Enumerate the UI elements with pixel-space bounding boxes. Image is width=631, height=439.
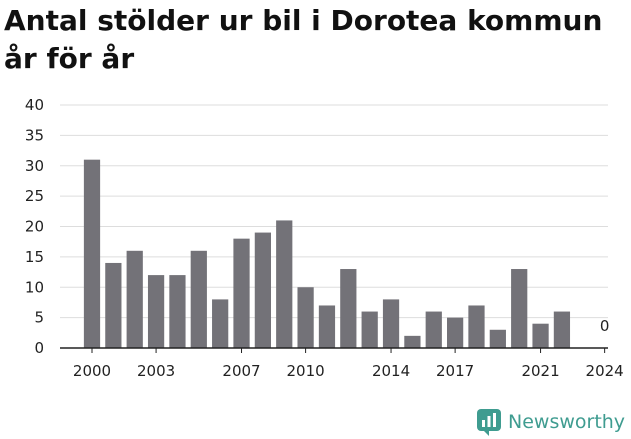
bar-2018 bbox=[468, 305, 485, 348]
y-tick-label: 5 bbox=[34, 309, 44, 327]
newsworthy-brand-name: Newsworthy bbox=[508, 411, 626, 433]
bar-2021 bbox=[532, 323, 549, 348]
bar-2004 bbox=[169, 275, 186, 348]
x-tick-label: 2010 bbox=[287, 362, 325, 380]
y-tick-label: 20 bbox=[25, 218, 44, 236]
bar-2011 bbox=[318, 305, 336, 348]
bar-2013 bbox=[361, 311, 378, 348]
x-axis-labels: 2000 2003 2007 2010 2014 2017 2021 2024 bbox=[73, 362, 624, 380]
y-axis-labels: 0 5 10 15 20 25 30 35 40 bbox=[25, 96, 44, 357]
y-tick-label: 25 bbox=[25, 187, 44, 205]
bar-2006 bbox=[212, 299, 229, 348]
data-label-2024: 0 bbox=[600, 317, 610, 335]
x-tick-label: 2014 bbox=[372, 362, 410, 380]
bar-2010 bbox=[297, 287, 314, 348]
bar-2016 bbox=[425, 311, 442, 348]
x-axis bbox=[60, 347, 608, 353]
y-tick-label: 40 bbox=[25, 96, 44, 114]
y-tick-label: 35 bbox=[25, 126, 44, 144]
x-tick-label: 2007 bbox=[222, 362, 260, 380]
y-tick-label: 10 bbox=[25, 278, 44, 296]
bar-2019 bbox=[489, 329, 506, 348]
newsworthy-icon bbox=[477, 409, 501, 436]
bar-2008 bbox=[254, 232, 271, 348]
y-tick-label: 15 bbox=[25, 248, 44, 266]
chart-title-line-2: år för år bbox=[4, 42, 135, 75]
bar-2009 bbox=[276, 220, 293, 348]
bar-2001 bbox=[105, 262, 122, 348]
x-tick-label: 2021 bbox=[521, 362, 559, 380]
bar-2015 bbox=[404, 335, 421, 348]
bar-2012 bbox=[340, 269, 357, 348]
grid-lines bbox=[60, 104, 608, 319]
bar-2020 bbox=[511, 269, 528, 348]
x-tick-label: 2024 bbox=[586, 362, 624, 380]
chart-title: Antal stölder ur bil i Dorotea kommun år… bbox=[4, 2, 624, 78]
x-tick-label: 2017 bbox=[436, 362, 474, 380]
bar-2014 bbox=[382, 299, 400, 348]
bar-2005 bbox=[190, 250, 207, 348]
y-tick-label: 30 bbox=[25, 157, 44, 175]
newsworthy-logo: Newsworthy bbox=[476, 408, 625, 436]
bars bbox=[83, 159, 571, 348]
chart-title-line-1: Antal stölder ur bil i Dorotea kommun bbox=[4, 4, 603, 37]
bar-2017 bbox=[447, 317, 464, 348]
y-tick-label: 0 bbox=[34, 339, 44, 357]
x-tick-label: 2003 bbox=[137, 362, 175, 380]
bar-2000 bbox=[83, 159, 101, 348]
bar-2002 bbox=[126, 250, 143, 348]
bar-2022 bbox=[553, 311, 571, 348]
bar-2003 bbox=[147, 275, 165, 348]
annotations: 0 bbox=[600, 317, 610, 335]
bar-2007 bbox=[233, 238, 250, 348]
x-tick-label: 2000 bbox=[73, 362, 111, 380]
